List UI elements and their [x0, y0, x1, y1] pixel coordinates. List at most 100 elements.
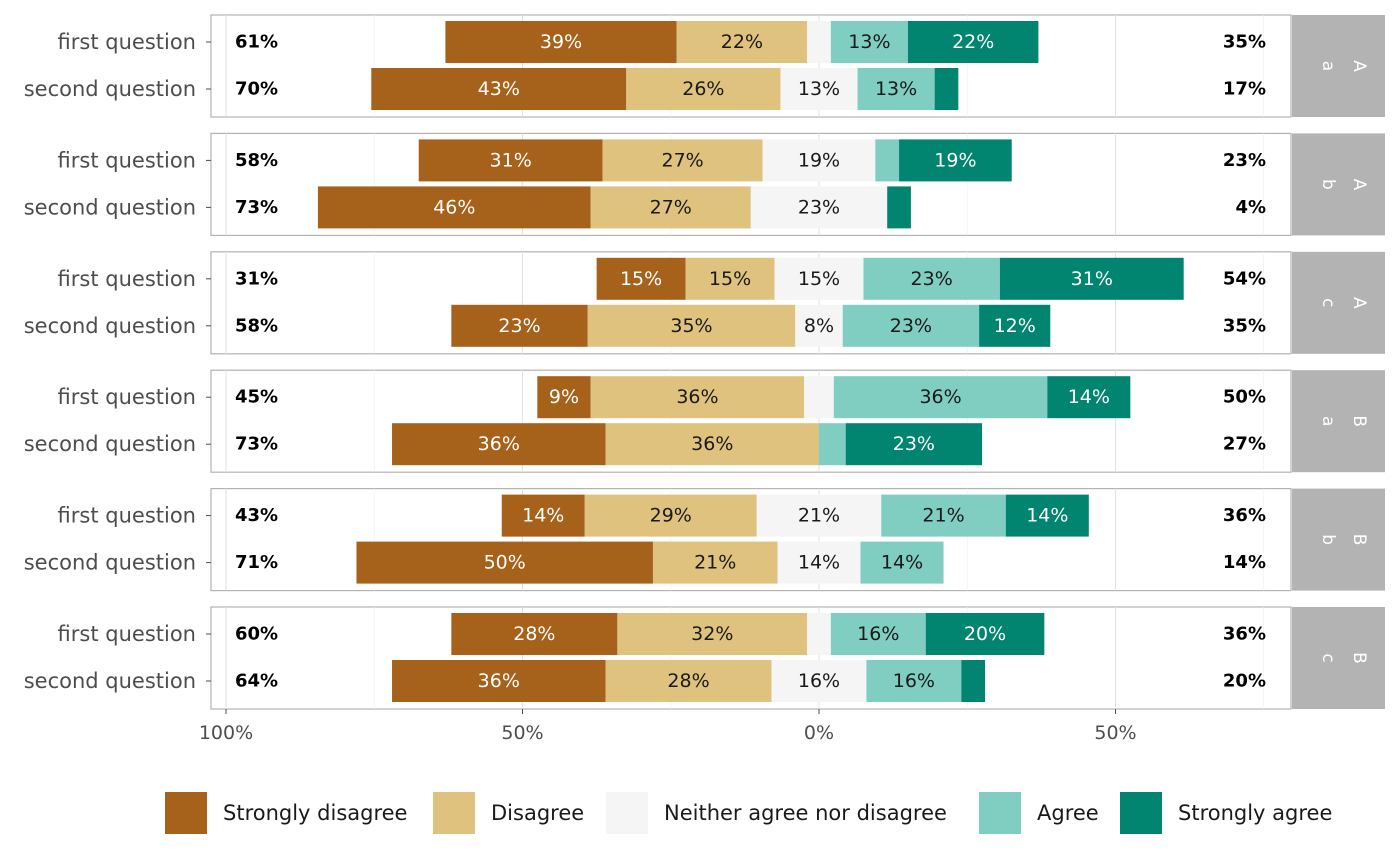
facet-panel: Aa first question 39% 22% 13% 22% 61% 35% second…	[24, 14, 1385, 118]
bar-segment	[392, 660, 606, 702]
strip-label-outer: A	[1349, 60, 1369, 72]
question-label: first question	[58, 622, 196, 646]
legend-label: Neither agree nor disagree	[664, 801, 947, 825]
segment-label: 28%	[513, 623, 555, 645]
bar-segment	[819, 423, 846, 466]
segment-label: 16%	[893, 670, 935, 692]
right-total: 36%	[1223, 624, 1266, 645]
segment-label: 22%	[952, 31, 994, 53]
bar-segment	[596, 257, 686, 300]
bar-segment	[605, 660, 772, 702]
strip-label-outer: B	[1349, 534, 1369, 546]
segment-label: 14%	[522, 505, 564, 527]
right-total: 23%	[1223, 150, 1266, 171]
question-row: first question 31% 27% 19% 19% 58% 23%	[58, 139, 1266, 182]
right-total: 27%	[1223, 434, 1266, 455]
bar-segment	[774, 257, 864, 300]
bar-segment	[925, 613, 1045, 655]
segment-label: 23%	[798, 196, 840, 218]
left-total: 61%	[235, 32, 278, 53]
bar-segment	[1047, 376, 1131, 419]
segment-label: 19%	[934, 149, 976, 171]
question-row: second question 50% 21% 14% 14% 71% 14%	[24, 541, 1266, 584]
left-total: 45%	[235, 387, 278, 408]
question-label: first question	[58, 267, 196, 291]
strip-label-inner: a	[1318, 416, 1338, 426]
legend-item: Strongly disagree	[165, 792, 407, 834]
segment-label: 14%	[798, 552, 840, 574]
segment-label: 21%	[922, 505, 964, 527]
legend-item: Agree	[979, 792, 1099, 834]
bar-segment	[830, 21, 908, 63]
bar-segment	[451, 304, 588, 347]
facet-panel: Ac first question 15% 15% 15% 23% 31% 31% 54% sec…	[24, 251, 1385, 355]
segment-label: 23%	[911, 268, 953, 290]
segment-label: 13%	[848, 31, 890, 53]
segment-label: 31%	[1071, 268, 1113, 290]
legend-label: Disagree	[491, 801, 584, 825]
question-label: first question	[58, 30, 196, 54]
bar-segment	[866, 660, 962, 702]
bar-segment	[961, 660, 986, 702]
right-total: 54%	[1223, 268, 1266, 289]
x-tick-label: 50%	[501, 722, 543, 744]
bar-segment	[652, 541, 778, 584]
legend-key	[979, 792, 1021, 834]
segment-label: 22%	[721, 31, 763, 53]
segment-label: 8%	[804, 315, 834, 337]
left-total: 73%	[235, 197, 278, 218]
segment-label: 36%	[478, 670, 520, 692]
bar-segment	[445, 21, 677, 63]
right-total: 4%	[1235, 197, 1266, 218]
question-label: first question	[58, 148, 196, 172]
bar-segment	[356, 541, 653, 584]
bar-segment	[934, 68, 959, 110]
facet-strip	[1292, 133, 1385, 236]
x-tick-label: 100%	[199, 722, 253, 744]
segment-label: 19%	[798, 149, 840, 171]
segment-label: 50%	[484, 552, 526, 574]
bar-segment	[804, 376, 834, 419]
strip-label-inner: b	[1318, 534, 1338, 545]
question-row: second question 23% 35% 8% 23% 12% 58% 35%	[24, 304, 1266, 347]
bar-segment	[777, 541, 861, 584]
bar-segment	[845, 423, 983, 466]
bar-segment	[807, 613, 831, 655]
bar-segment	[602, 139, 763, 182]
bar-segment	[537, 376, 591, 419]
bar-segment	[860, 541, 944, 584]
segment-label: 46%	[433, 196, 475, 218]
right-total: 20%	[1223, 671, 1266, 692]
legend-key	[433, 792, 475, 834]
segment-label: 23%	[890, 315, 932, 337]
question-label: second question	[24, 195, 196, 219]
bar-segment	[501, 494, 585, 537]
segment-label: 27%	[661, 149, 703, 171]
bar-segment	[830, 613, 926, 655]
strip-label-inner: c	[1318, 653, 1338, 662]
segment-label: 36%	[919, 386, 961, 408]
segment-label: 14%	[1068, 386, 1110, 408]
x-axis: 100% 50% 0% 50%	[199, 709, 1137, 744]
legend: Strongly disagree Disagree Neither agree n…	[165, 792, 1332, 834]
legend-label: Strongly disagree	[223, 801, 407, 825]
bar-segment	[887, 186, 911, 229]
segment-label: 20%	[964, 623, 1006, 645]
bar-segment	[626, 68, 781, 110]
segment-label: 23%	[893, 433, 935, 455]
facet-strip	[1292, 370, 1385, 473]
segment-label: 21%	[798, 505, 840, 527]
segment-label: 16%	[798, 670, 840, 692]
segment-label: 9%	[549, 386, 579, 408]
question-label: first question	[58, 385, 196, 409]
bar-segment	[418, 139, 603, 182]
legend-label: Strongly agree	[1178, 801, 1332, 825]
question-label: second question	[24, 669, 196, 693]
segment-label: 28%	[667, 670, 709, 692]
segment-label: 13%	[875, 78, 917, 100]
segment-label: 29%	[650, 505, 692, 527]
question-row: second question 43% 26% 13% 13% 70% 17%	[24, 68, 1266, 110]
question-label: second question	[24, 314, 196, 338]
